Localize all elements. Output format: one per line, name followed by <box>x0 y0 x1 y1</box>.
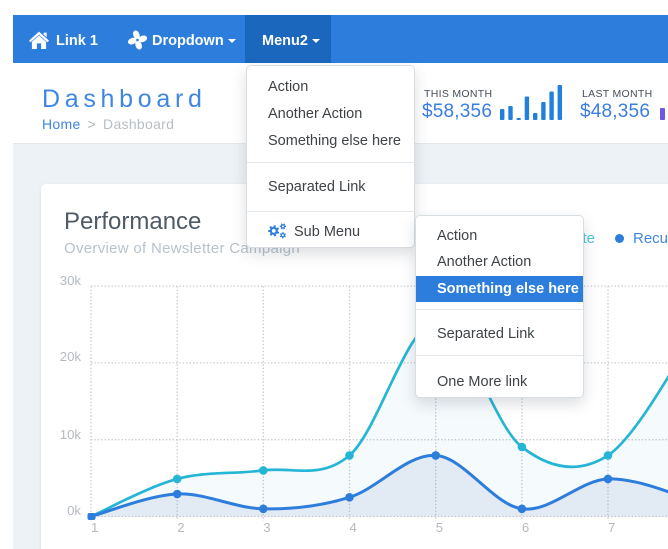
svg-text:5: 5 <box>436 520 443 535</box>
svg-text:10k: 10k <box>60 427 82 442</box>
svg-text:30k: 30k <box>60 273 82 288</box>
svg-text:7: 7 <box>608 520 615 535</box>
svg-text:4: 4 <box>350 520 357 535</box>
svg-text:6: 6 <box>522 520 529 535</box>
svg-text:0k: 0k <box>67 503 81 518</box>
svg-text:2: 2 <box>177 520 184 535</box>
svg-text:20k: 20k <box>60 349 82 364</box>
svg-text:1: 1 <box>91 520 98 535</box>
svg-text:3: 3 <box>263 520 270 535</box>
